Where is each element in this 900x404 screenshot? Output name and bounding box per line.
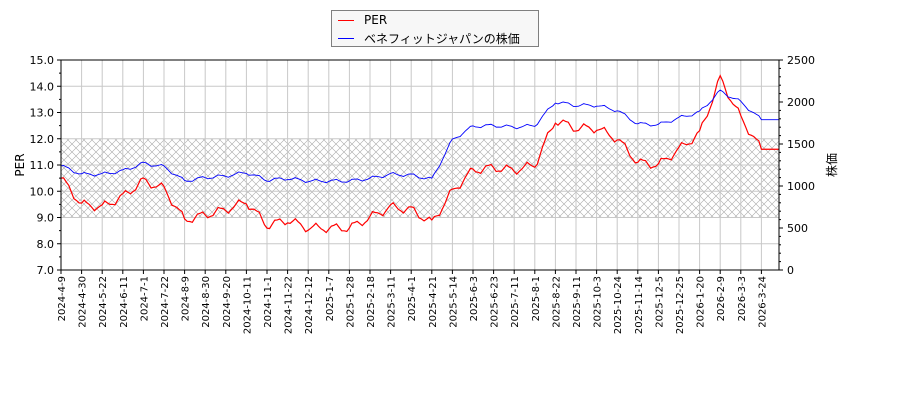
svg-text:2024-10-11: 2024-10-11 — [242, 276, 253, 334]
svg-text:2000: 2000 — [787, 96, 815, 109]
svg-text:15.0: 15.0 — [30, 54, 55, 67]
svg-text:2024-8-9: 2024-8-9 — [181, 276, 192, 321]
svg-text:2024-12-12: 2024-12-12 — [304, 276, 315, 334]
right-axis-label: 株価 — [824, 153, 839, 177]
legend: PER ベネフィットジャパンの株価 — [331, 10, 539, 47]
svg-text:2025-6-23: 2025-6-23 — [490, 276, 501, 328]
x-axis: 2024-4-9 2024-4-30 2024-5-22 2024-6-11 2024-… — [57, 270, 768, 334]
svg-text:2500: 2500 — [787, 54, 815, 67]
series-lines — [61, 74, 779, 234]
svg-text:2025-1-7: 2025-1-7 — [325, 276, 336, 321]
svg-text:2025-8-1: 2025-8-1 — [531, 276, 542, 321]
svg-text:2024-6-11: 2024-6-11 — [119, 276, 130, 328]
svg-text:8.0: 8.0 — [37, 238, 55, 251]
svg-text:2026-3-3: 2026-3-3 — [737, 276, 748, 321]
svg-text:2024-5-22: 2024-5-22 — [98, 276, 109, 328]
svg-text:2024-7-1: 2024-7-1 — [139, 276, 150, 321]
svg-text:2025-11-14: 2025-11-14 — [634, 276, 645, 334]
legend-label-per: PER — [364, 13, 388, 27]
svg-text:500: 500 — [787, 222, 808, 235]
svg-text:11.0: 11.0 — [30, 159, 55, 172]
per-line-swatch-icon — [338, 19, 354, 21]
svg-text:2025-10-24: 2025-10-24 — [613, 276, 624, 334]
left-axis-label: PER — [13, 153, 27, 176]
svg-text:2024-11-1: 2024-11-1 — [263, 276, 274, 328]
svg-text:2025-4-1: 2025-4-1 — [407, 276, 418, 321]
svg-text:2025-12-25: 2025-12-25 — [675, 276, 686, 334]
svg-text:2024-11-22: 2024-11-22 — [284, 276, 295, 334]
svg-text:2025-3-11: 2025-3-11 — [387, 276, 398, 328]
svg-text:2024-7-22: 2024-7-22 — [160, 276, 171, 328]
svg-text:14.0: 14.0 — [30, 80, 55, 93]
svg-text:2025-12-5: 2025-12-5 — [654, 276, 665, 328]
price-line-swatch-icon — [338, 37, 354, 39]
svg-text:2026-3-24: 2026-3-24 — [757, 276, 768, 328]
left-axis: 7.0 8.0 9.0 10.0 11.0 12.0 13.0 14.0 15.0 — [30, 54, 61, 277]
svg-text:1500: 1500 — [787, 138, 815, 151]
svg-text:2025-1-28: 2025-1-28 — [345, 276, 356, 328]
legend-item-price: ベネフィットジャパンの株価 — [338, 30, 520, 46]
svg-text:2024-9-20: 2024-9-20 — [222, 276, 233, 328]
svg-text:7.0: 7.0 — [37, 264, 55, 277]
svg-text:2024-4-30: 2024-4-30 — [78, 276, 89, 328]
svg-text:2025-8-22: 2025-8-22 — [551, 276, 562, 328]
right-axis: 0 500 1000 1500 2000 2500 — [779, 54, 815, 277]
svg-text:2024-8-30: 2024-8-30 — [201, 276, 212, 328]
svg-text:9.0: 9.0 — [37, 212, 55, 225]
svg-text:2025-10-3: 2025-10-3 — [593, 276, 604, 328]
svg-text:0: 0 — [787, 264, 794, 277]
svg-text:12.0: 12.0 — [30, 133, 55, 146]
svg-text:1000: 1000 — [787, 180, 815, 193]
svg-text:2025-5-14: 2025-5-14 — [448, 276, 459, 328]
svg-text:2026-2-9: 2026-2-9 — [716, 276, 727, 321]
svg-text:2025-7-11: 2025-7-11 — [510, 276, 521, 328]
svg-text:2026-1-20: 2026-1-20 — [696, 276, 707, 328]
svg-text:2024-4-9: 2024-4-9 — [57, 276, 68, 321]
svg-text:2025-6-3: 2025-6-3 — [469, 276, 480, 321]
svg-text:2025-9-11: 2025-9-11 — [572, 276, 583, 328]
svg-text:13.0: 13.0 — [30, 107, 55, 120]
legend-item-per: PER — [338, 12, 387, 28]
svg-text:10.0: 10.0 — [30, 185, 55, 198]
gridlines — [61, 60, 779, 270]
svg-text:2025-2-18: 2025-2-18 — [366, 276, 377, 328]
svg-text:2025-4-21: 2025-4-21 — [428, 276, 439, 328]
legend-label-price: ベネフィットジャパンの株価 — [364, 31, 520, 46]
